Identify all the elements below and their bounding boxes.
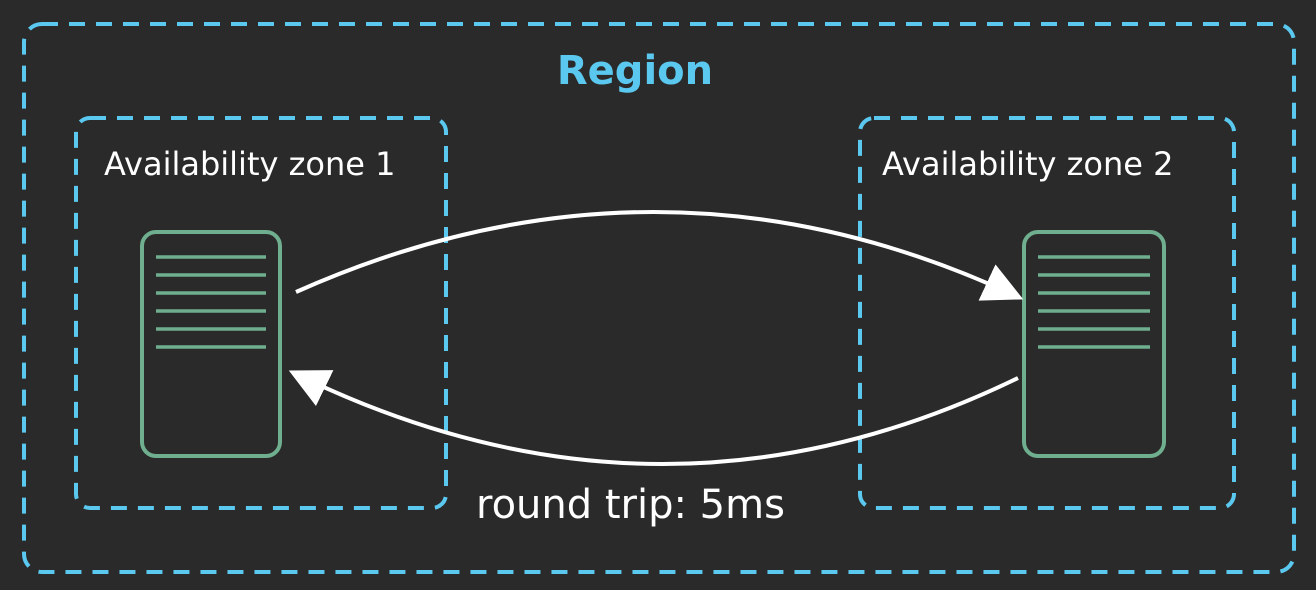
server2-icon (1022, 230, 1166, 458)
zone2-boundary (858, 116, 1236, 510)
zone1-title: Availability zone 1 (104, 145, 396, 183)
zone1-boundary (74, 116, 448, 510)
region-title: Region (556, 48, 714, 94)
response-arrow (288, 370, 1019, 466)
round-trip-label: round trip: 5ms (476, 482, 785, 528)
server1-icon (140, 230, 282, 458)
request-arrow (295, 210, 1024, 301)
region-boundary (22, 22, 1296, 574)
zone2-title: Availability zone 2 (882, 145, 1174, 183)
